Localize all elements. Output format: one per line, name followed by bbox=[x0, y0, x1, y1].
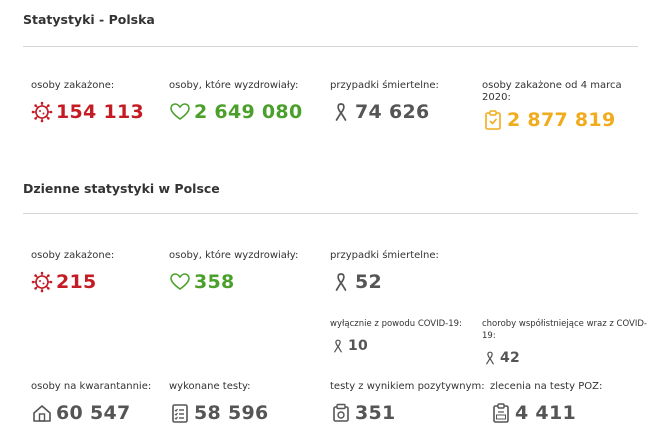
stat-value: 2 649 080 bbox=[194, 101, 303, 123]
stat-label: osoby na kwarantannie: bbox=[31, 381, 152, 392]
stat-label: choroby współistniejące wraz z COVID-19: bbox=[482, 319, 647, 341]
stat-label: osoby zakażone: bbox=[31, 80, 115, 91]
test-icon bbox=[330, 402, 352, 424]
stat-value: 2 877 819 bbox=[507, 109, 616, 131]
stat-value: 10 bbox=[348, 338, 369, 354]
ribbon-icon bbox=[330, 271, 352, 293]
stat-recovered-daily: osoby, które wyzdrowiały: 358 bbox=[169, 250, 298, 293]
stat-value: 60 547 bbox=[56, 402, 131, 424]
stat-poz-orders: zlecenia na testy POZ: 4 411 bbox=[490, 381, 602, 424]
stat-label: osoby, które wyzdrowiały: bbox=[169, 80, 299, 91]
virus-icon bbox=[31, 101, 53, 123]
stat-value: 154 113 bbox=[56, 101, 145, 123]
stat-label: przypadki śmiertelne: bbox=[330, 250, 439, 261]
stat-value: 4 411 bbox=[515, 402, 576, 424]
stat-value: 58 596 bbox=[194, 402, 269, 424]
stat-value: 42 bbox=[500, 350, 521, 366]
section-title-daily: Dzienne statystyki w Polsce bbox=[23, 181, 220, 196]
stat-deaths-comorbid: choroby współistniejące wraz z COVID-19:… bbox=[482, 318, 648, 366]
stat-label: wyłącznie z powodu COVID-19: bbox=[330, 319, 462, 329]
stat-quarantine: osoby na kwarantannie: 60 547 bbox=[31, 381, 151, 424]
ribbon-icon bbox=[482, 350, 498, 366]
stat-label: osoby, które wyzdrowiały: bbox=[169, 250, 299, 261]
stat-deaths-daily: przypadki śmiertelne: 52 bbox=[330, 250, 439, 293]
stat-value: 52 bbox=[355, 271, 383, 293]
stat-recovered-total: osoby, które wyzdrowiały: 2 649 080 bbox=[169, 80, 302, 123]
stat-tests: wykonane testy: 58 596 bbox=[169, 381, 269, 424]
poz-clipboard-icon bbox=[490, 402, 512, 424]
stat-deaths-total: przypadki śmiertelne: 74 626 bbox=[330, 80, 439, 123]
divider bbox=[23, 213, 638, 214]
divider bbox=[23, 46, 638, 47]
stat-value: 215 bbox=[56, 271, 97, 293]
clipboard-icon bbox=[482, 109, 504, 131]
stat-infected-daily: osoby zakażone: 215 bbox=[31, 250, 114, 293]
section-title-poland: Statystyki - Polska bbox=[23, 12, 155, 27]
stat-value: 351 bbox=[355, 402, 396, 424]
ribbon-icon bbox=[330, 338, 346, 354]
stat-infected-total: osoby zakażone: 154 113 bbox=[31, 80, 144, 123]
heart-icon bbox=[169, 271, 191, 293]
stat-label: testy z wynikiem pozytywnym: bbox=[330, 381, 485, 392]
stat-label: wykonane testy: bbox=[169, 381, 251, 392]
stat-label: osoby zakażone: bbox=[31, 250, 115, 261]
checklist-icon bbox=[169, 402, 191, 424]
stat-deaths-covid-only: wyłącznie z powodu COVID-19: 10 bbox=[330, 318, 462, 354]
stat-label: przypadki śmiertelne: bbox=[330, 80, 439, 91]
stat-label: zlecenia na testy POZ: bbox=[490, 381, 603, 392]
virus-icon bbox=[31, 271, 53, 293]
ribbon-icon bbox=[330, 101, 352, 123]
stat-label: osoby zakażone od 4 marca 2020: bbox=[482, 80, 622, 103]
stat-value: 74 626 bbox=[355, 101, 430, 123]
stat-positive-tests: testy z wynikiem pozytywnym: 351 bbox=[330, 381, 485, 424]
stat-infected-since-march: osoby zakażone od 4 marca 2020: 2 877 81… bbox=[482, 80, 632, 131]
heart-icon bbox=[169, 101, 191, 123]
stat-value: 358 bbox=[194, 271, 235, 293]
house-icon bbox=[31, 402, 53, 424]
